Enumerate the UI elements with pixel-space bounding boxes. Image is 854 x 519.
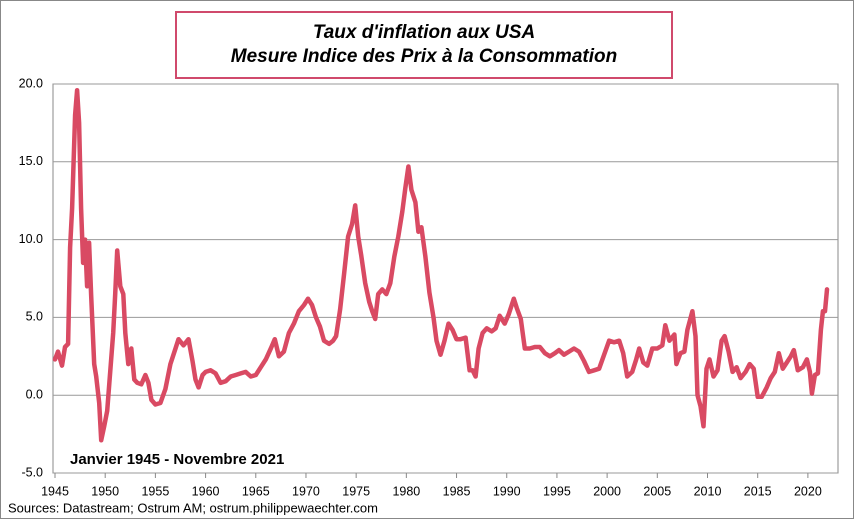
x-tick-label: 1960 (192, 484, 220, 498)
x-tick-label: 2010 (694, 484, 722, 498)
x-tick-label: 1995 (543, 484, 571, 498)
x-tick-label: 2020 (794, 484, 822, 498)
y-tick-label: 5.0 (26, 310, 43, 324)
x-tick-label: 1985 (443, 484, 471, 498)
x-tick-label: 2015 (744, 484, 772, 498)
x-tick-label: 2000 (593, 484, 621, 498)
x-tick-label: 1980 (392, 484, 420, 498)
x-tick-label: 1975 (342, 484, 370, 498)
y-tick-label: -5.0 (21, 465, 43, 479)
chart-subtitle: Mesure Indice des Prix à la Consommation (231, 46, 617, 67)
x-tick-label: 1965 (242, 484, 270, 498)
plot-frame (52, 83, 839, 474)
y-tick-label: 0.0 (26, 387, 43, 401)
y-tick-label: 15.0 (19, 154, 43, 168)
chart-title: Taux d'inflation aux USA (313, 22, 535, 43)
x-tick-label: 2005 (643, 484, 671, 498)
x-tick-label: 1955 (141, 484, 169, 498)
x-tick-label: 1990 (493, 484, 521, 498)
x-tick-label: 1945 (41, 484, 69, 498)
x-tick-label: 1970 (292, 484, 320, 498)
source: Sources: Datastream; Ostrum AM; ostrum.p… (8, 500, 378, 515)
data-line (52, 87, 830, 443)
annotation: Janvier 1945 - Novembre 2021 (70, 451, 284, 468)
y-tick-label: 20.0 (19, 76, 43, 90)
x-tick-label: 1950 (91, 484, 119, 498)
y-tick-label: 10.0 (19, 232, 43, 246)
title-box (175, 11, 673, 79)
